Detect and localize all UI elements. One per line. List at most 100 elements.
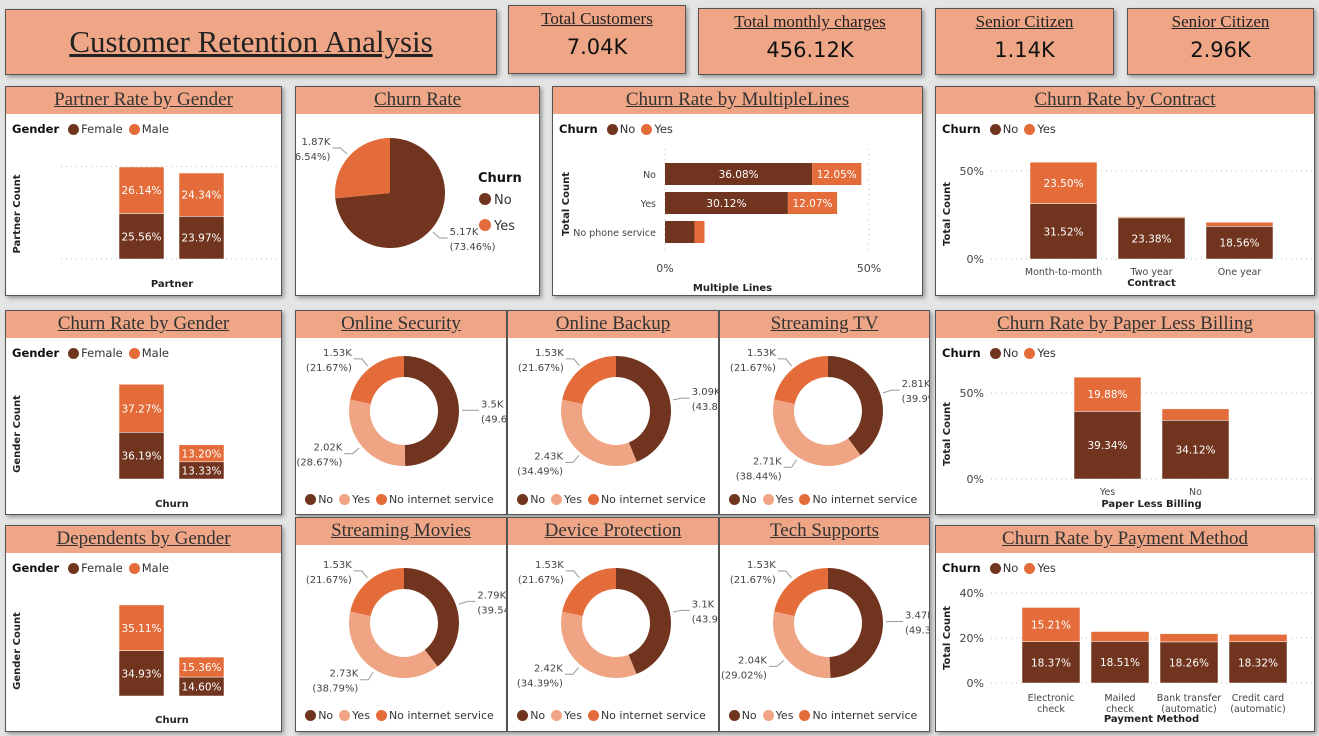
legend-dot-icon xyxy=(305,494,317,505)
legend-item-yes[interactable]: Yes xyxy=(641,122,673,136)
legend-item-no[interactable]: No xyxy=(728,709,757,722)
bar-segment-yes[interactable] xyxy=(1073,376,1142,412)
bar-segment-no[interactable] xyxy=(1228,641,1288,684)
legend-dot-icon xyxy=(762,710,774,721)
legend-item-yes[interactable]: Yes xyxy=(1024,561,1056,575)
legend-item-no-internet-service[interactable]: No internet service xyxy=(799,493,917,506)
slice-yes[interactable] xyxy=(349,399,406,466)
bar-segment-yes[interactable] xyxy=(1205,221,1274,227)
slice-value-label: 1.53K xyxy=(747,348,776,359)
legend-item-yes[interactable]: Yes xyxy=(479,219,515,234)
bar-segment-yes[interactable] xyxy=(694,221,705,243)
bar-segment-yes[interactable] xyxy=(1117,216,1186,219)
legend-item-female[interactable]: Female xyxy=(68,561,123,575)
bar-segment-no[interactable] xyxy=(1205,226,1274,260)
slice-no-internet-service[interactable] xyxy=(562,568,616,616)
chart-title: Churn Rate by MultipleLines xyxy=(625,89,850,110)
chart-legend: Gender Female Male xyxy=(12,346,172,360)
bar-segment-yes[interactable] xyxy=(1029,161,1098,204)
legend-item-female[interactable]: Female xyxy=(68,122,123,136)
slice-no[interactable] xyxy=(828,568,883,678)
legend-item-no[interactable]: No xyxy=(517,709,545,722)
legend-item-no[interactable]: No xyxy=(989,561,1018,575)
chart-header: Dependents by Gender xyxy=(6,526,281,553)
slice-yes[interactable] xyxy=(561,399,637,466)
legend-item-yes[interactable]: Yes xyxy=(1024,346,1056,360)
legend-item-female[interactable]: Female xyxy=(68,346,123,360)
slice-yes[interactable] xyxy=(561,611,637,678)
slice-no[interactable] xyxy=(828,356,883,456)
bar-segment-no[interactable] xyxy=(665,192,788,214)
legend-item-no[interactable]: No xyxy=(606,122,635,136)
legend-item-yes[interactable]: Yes xyxy=(1024,122,1056,136)
legend-dot-icon xyxy=(1024,123,1036,135)
bar-segment-no[interactable] xyxy=(1159,641,1219,684)
legend-item-no[interactable]: No xyxy=(305,709,333,722)
bar-segment-yes[interactable] xyxy=(1159,633,1219,643)
bar-segment-no[interactable] xyxy=(1161,420,1230,480)
slice-no[interactable] xyxy=(616,356,671,462)
bar-segment-yes[interactable] xyxy=(1228,634,1288,643)
bar-segment-female[interactable] xyxy=(118,213,165,260)
bar-segment-male[interactable] xyxy=(178,172,225,217)
bar-segment-yes[interactable] xyxy=(812,163,862,185)
bar-segment-male[interactable] xyxy=(178,444,225,463)
slice-no-internet-service[interactable] xyxy=(350,356,405,404)
legend-item-no[interactable]: No xyxy=(728,493,757,506)
legend-item-no[interactable]: No xyxy=(517,493,545,506)
legend-item-yes[interactable]: Yes xyxy=(551,493,582,506)
slice-yes[interactable] xyxy=(773,399,861,466)
legend-item-yes[interactable]: Yes xyxy=(762,493,793,506)
bar-segment-no[interactable] xyxy=(1090,641,1150,684)
x-axis-title: Payment Method xyxy=(1104,714,1199,725)
bar-segment-female[interactable] xyxy=(178,216,225,260)
bar-segment-no[interactable] xyxy=(1073,411,1142,480)
legend-item-male[interactable]: Male xyxy=(128,122,169,136)
bar-segment-male[interactable] xyxy=(118,383,165,433)
category-label: No xyxy=(1189,487,1202,498)
legend-item-male[interactable]: Male xyxy=(128,346,169,360)
legend-item-no[interactable]: No xyxy=(989,122,1018,136)
slice-percent-label: (21.67%) xyxy=(730,363,776,374)
slice-no-internet-service[interactable] xyxy=(350,568,404,616)
bar-segment-no[interactable] xyxy=(1029,203,1098,260)
bar-segment-yes[interactable] xyxy=(1161,408,1230,421)
chart-title: Churn Rate by Paper Less Billing xyxy=(997,313,1253,334)
chart-header: Churn Rate by Gender xyxy=(6,311,281,338)
legend-item-yes[interactable]: Yes xyxy=(339,493,370,506)
chart-canvas: 0% 50% Month-to-month 31.52% 23.50% Two year 2… xyxy=(942,161,1312,289)
bar-segment-yes[interactable] xyxy=(787,192,838,214)
legend-item-no[interactable]: No xyxy=(479,193,512,208)
legend-item-no-internet-service[interactable]: No internet service xyxy=(799,709,917,722)
slice-percent-label: (28.67%) xyxy=(296,458,342,469)
bar-segment-male[interactable] xyxy=(118,166,165,214)
legend-item-male[interactable]: Male xyxy=(128,561,169,575)
legend-item-no[interactable]: No xyxy=(989,346,1018,360)
slice-yes[interactable] xyxy=(349,611,438,678)
slice-no-internet-service[interactable] xyxy=(562,356,616,404)
slice-no-internet-service[interactable] xyxy=(774,568,828,616)
bar-segment-no[interactable] xyxy=(665,221,695,243)
bar-segment-male[interactable] xyxy=(178,656,225,678)
bar-segment-no[interactable] xyxy=(665,163,813,185)
slice-no[interactable] xyxy=(335,138,445,248)
bar-segment-yes[interactable] xyxy=(1021,607,1081,642)
slice-yes[interactable] xyxy=(773,611,831,678)
slice-yes[interactable] xyxy=(335,138,390,199)
bar-segment-yes[interactable] xyxy=(1090,631,1150,642)
bar-segment-male[interactable] xyxy=(118,604,165,651)
legend-item-no-internet-service[interactable]: No internet service xyxy=(587,709,706,722)
slice-no[interactable] xyxy=(404,568,459,667)
legend-item-yes[interactable]: Yes xyxy=(762,709,793,722)
legend-item-no-internet-service[interactable]: No internet service xyxy=(375,709,494,722)
slice-no[interactable] xyxy=(616,568,671,675)
slice-no-internet-service[interactable] xyxy=(774,356,829,404)
chart-canvas: 3.47K (49.3...) 2.04K (29.02%) 1.53K (21.67%) xyxy=(721,560,929,681)
legend-item-yes[interactable]: Yes xyxy=(551,709,582,722)
legend-item-no-internet-service[interactable]: No internet service xyxy=(587,493,706,506)
legend-item-yes[interactable]: Yes xyxy=(339,709,370,722)
legend-item-no[interactable]: No xyxy=(305,493,333,506)
bar-segment-no[interactable] xyxy=(1117,217,1186,260)
legend-item-no-internet-service[interactable]: No internet service xyxy=(375,493,494,506)
slice-no[interactable] xyxy=(404,356,459,466)
